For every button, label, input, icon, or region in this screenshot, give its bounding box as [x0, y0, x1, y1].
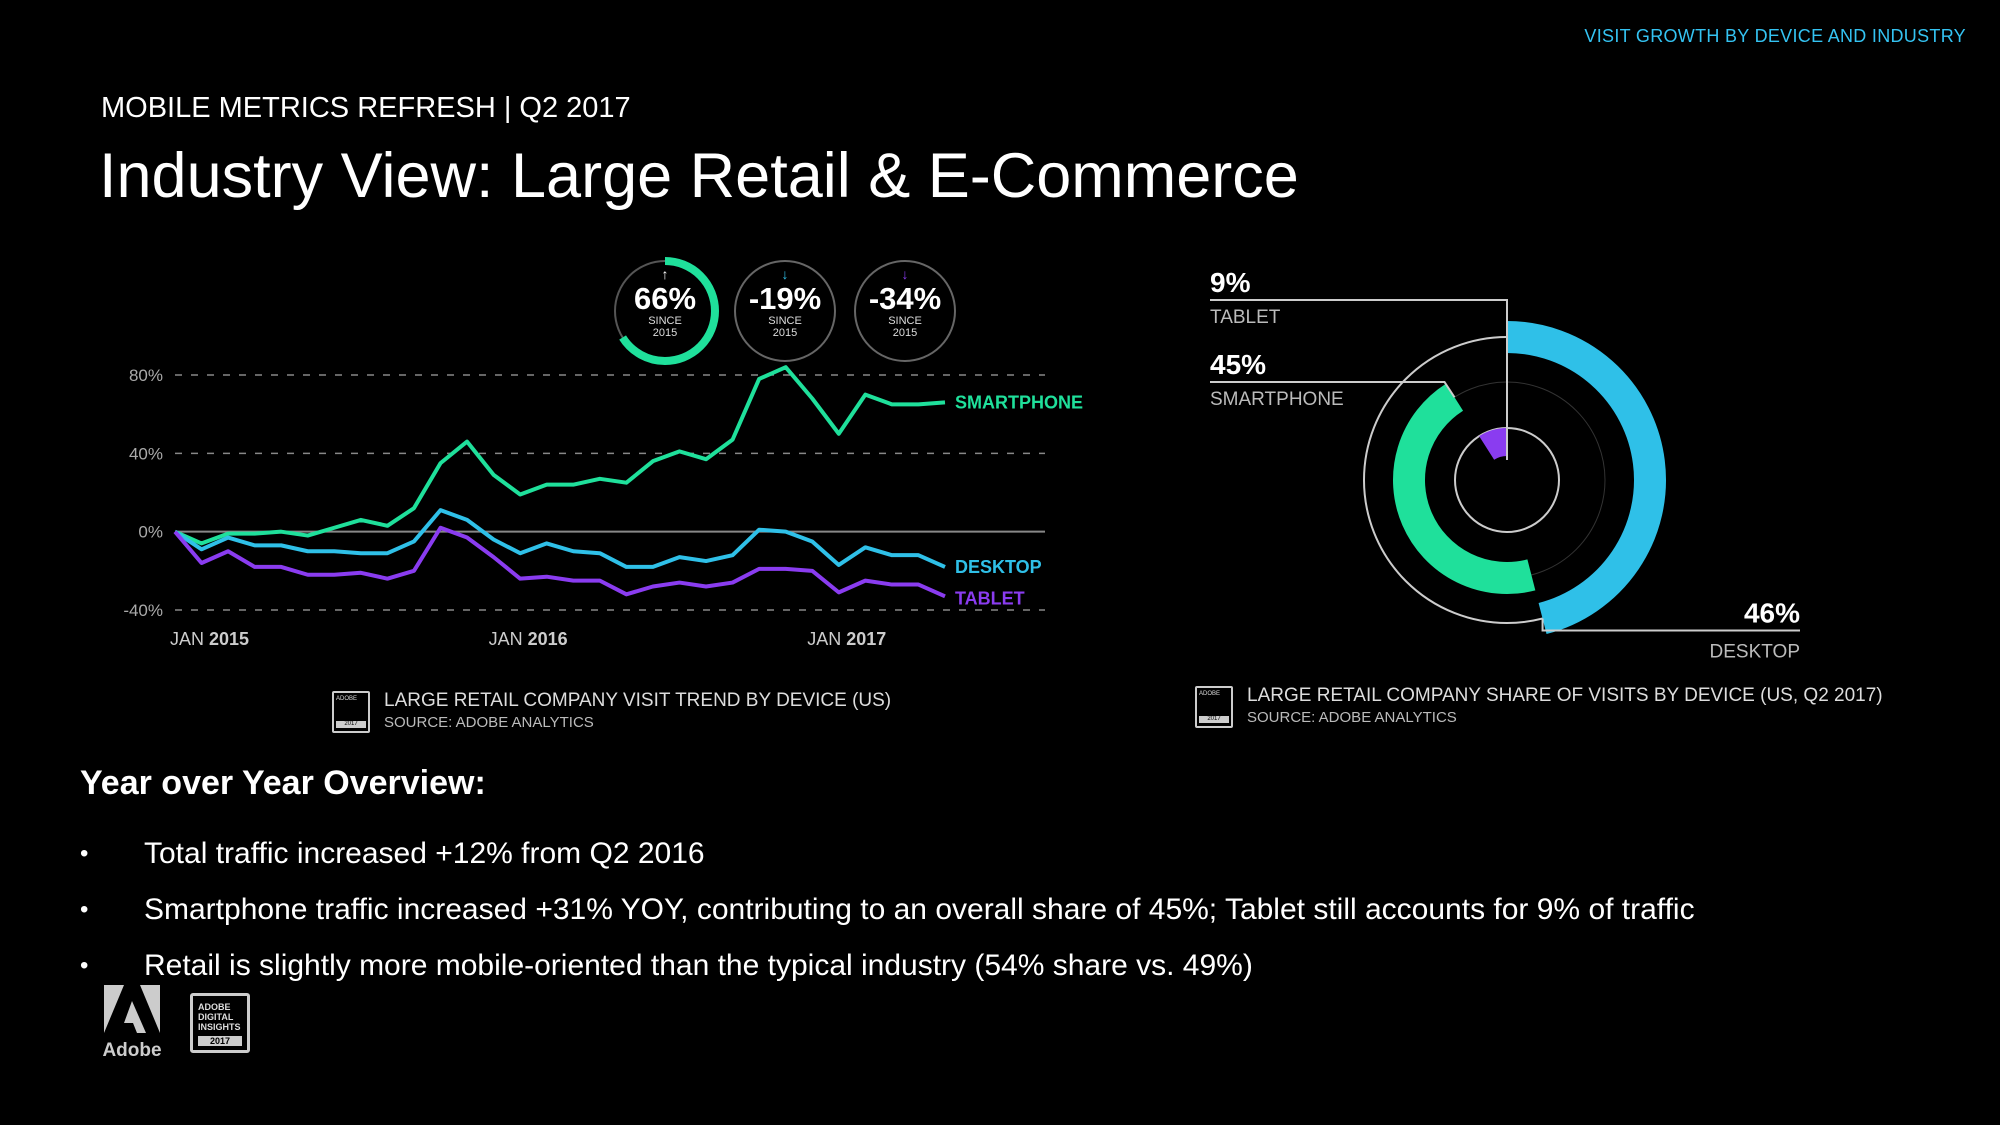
- series-line-desktop: [173, 508, 946, 569]
- badge-since: SINCE: [888, 315, 922, 327]
- list-item-text: Retail is slightly more mobile-oriented …: [144, 949, 1253, 982]
- slice-value-tablet: 9%: [1210, 267, 1251, 298]
- leader-line: [1210, 381, 1456, 398]
- x-tick-label: JAN 2015: [170, 629, 249, 649]
- overview-list: • Total traffic increased +12% from Q2 20…: [80, 826, 1695, 994]
- list-item: • Retail is slightly more mobile-oriented…: [80, 938, 1695, 994]
- adobe-digital-insights-logo: ADOBE DIGITAL INSIGHTS 2017: [190, 993, 250, 1053]
- badge-ring: [734, 260, 836, 362]
- badge-ring: [854, 260, 956, 362]
- y-tick-label: 40%: [129, 444, 163, 463]
- y-tick-label: -40%: [123, 601, 163, 620]
- slice-label-tablet: TABLET: [1210, 307, 1281, 328]
- logo-year: 2017: [198, 1036, 242, 1046]
- donut-chart-source: ADOBE 2017 LARGE RETAIL COMPANY SHARE OF…: [1195, 685, 1883, 729]
- y-tick-label: 80%: [129, 366, 163, 385]
- chart-source: SOURCE: ADOBE ANALYTICS: [384, 714, 594, 731]
- list-item: • Smartphone traffic increased +31% YOY, …: [80, 882, 1695, 938]
- badge-desktop: ↓ -19% SINCE 2015: [730, 256, 840, 366]
- list-item-text: Total traffic increased +12% from Q2 201…: [144, 837, 705, 870]
- chart-source: SOURCE: ADOBE ANALYTICS: [1247, 709, 1457, 726]
- logo-line: DIGITAL: [198, 1012, 234, 1022]
- logo-year: 2017: [1199, 716, 1229, 723]
- logo-line: ADOBE: [198, 1002, 231, 1012]
- badge-year: 2015: [652, 327, 678, 339]
- down-arrow-icon: ↓: [781, 266, 789, 282]
- leader-line: [1210, 299, 1508, 460]
- report-kicker: MOBILE METRICS REFRESH | Q2 2017: [101, 92, 631, 124]
- line-chart-source: ADOBE 2017 LARGE RETAIL COMPANY VISIT TR…: [332, 690, 891, 734]
- x-tick-label: JAN 2016: [489, 629, 568, 649]
- list-item-text: Smartphone traffic increased +31% YOY, c…: [144, 893, 1695, 926]
- badge-value: -19%: [748, 281, 822, 316]
- list-item: • Total traffic increased +12% from Q2 20…: [80, 826, 1695, 882]
- badge-since: SINCE: [648, 315, 682, 327]
- adobe-icon: [104, 985, 160, 1033]
- page-title: Industry View: Large Retail & E-Commerce: [99, 141, 1299, 211]
- visit-trend-line-chart: 80% 40% 0% -40% JAN 2015 JAN 2016 JAN 2017 SMAR…: [123, 365, 1083, 649]
- logo-text: ADOBE: [1199, 691, 1221, 697]
- logo-year: 2017: [336, 721, 366, 728]
- series-label: DESKTOP: [955, 557, 1042, 577]
- series-label: TABLET: [955, 588, 1025, 608]
- badge-ring: [611, 257, 719, 365]
- badge-value: 66%: [633, 281, 697, 316]
- badge-value: -34%: [868, 281, 942, 316]
- adobe-digital-insights-logo: ADOBE 2017: [332, 691, 370, 733]
- logo-text: ADOBE: [336, 696, 358, 702]
- slice-desktop: [1506, 321, 1666, 634]
- series-line-tablet: [173, 525, 946, 599]
- overview-title: Year over Year Overview:: [80, 764, 486, 802]
- chart-source-title: LARGE RETAIL COMPANY SHARE OF VISITS BY …: [1247, 685, 1883, 706]
- badge-smartphone: ↑ 66% SINCE 2015: [610, 256, 720, 366]
- section-tag: VISIT GROWTH BY DEVICE AND INDUSTRY: [1584, 26, 1966, 46]
- badge-since: SINCE: [768, 315, 802, 327]
- bullet: •: [80, 896, 89, 923]
- series-line-smartphone: [174, 365, 946, 546]
- logo-line: INSIGHTS: [198, 1022, 241, 1032]
- badge-tablet: ↓ -34% SINCE 2015: [850, 256, 960, 366]
- badge-year: 2015: [892, 327, 918, 339]
- share-of-visits-donut-chart: 9% TABLET 45% SMARTPHONE 46% DESKTOP: [1210, 267, 1800, 663]
- down-arrow-icon: ↓: [901, 266, 909, 282]
- adobe-label: Adobe: [102, 1040, 162, 1061]
- badge-year: 2015: [772, 327, 798, 339]
- adobe-digital-insights-logo: ADOBE 2017: [1195, 686, 1233, 728]
- y-tick-label: 0%: [138, 523, 163, 542]
- up-arrow-icon: ↑: [661, 266, 669, 282]
- x-tick-label: JAN 2017: [807, 629, 886, 649]
- leader-line: [1541, 618, 1800, 632]
- chart-source-title: LARGE RETAIL COMPANY VISIT TREND BY DEVI…: [384, 690, 892, 711]
- slice-tablet: [1479, 428, 1508, 461]
- slice-smartphone: [1393, 383, 1536, 594]
- bullet: •: [80, 952, 89, 979]
- slice-label-desktop: DESKTOP: [1710, 642, 1800, 663]
- slice-value-smartphone: 45%: [1210, 349, 1266, 380]
- slice-label-smartphone: SMARTPHONE: [1210, 389, 1344, 410]
- bullet: •: [80, 840, 89, 867]
- series-label: SMARTPHONE: [955, 392, 1083, 412]
- adobe-logo: Adobe: [100, 985, 164, 1062]
- slice-value-desktop: 46%: [1744, 598, 1800, 629]
